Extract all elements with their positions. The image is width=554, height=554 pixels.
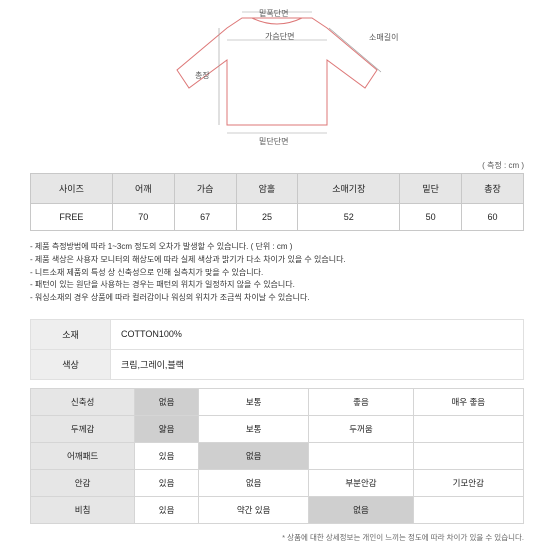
material-value: COTTON100% xyxy=(111,319,524,349)
note-item: - 제품 측정방법에 따라 1~3cm 정도의 오차가 발생할 수 있습니다. … xyxy=(30,241,524,254)
attr-row-label: 안감 xyxy=(31,469,135,496)
label-neck: 밑폭단면 xyxy=(259,8,288,19)
attr-cell: 없음 xyxy=(309,496,413,523)
size-header: 사이즈 xyxy=(31,174,113,204)
size-cell: 50 xyxy=(400,204,462,231)
size-table: 사이즈 어깨 가슴 암홀 소매기장 밑단 총장 FREE 70 67 25 52… xyxy=(30,173,524,231)
size-header: 암홀 xyxy=(236,174,298,204)
attr-cell: 없음 xyxy=(198,442,308,469)
size-cell: 25 xyxy=(236,204,298,231)
attr-row: 두께감얇음보통두꺼움 xyxy=(31,415,524,442)
notes-list: - 제품 측정방법에 따라 1~3cm 정도의 오차가 발생할 수 있습니다. … xyxy=(30,241,524,305)
attr-row-label: 두께감 xyxy=(31,415,135,442)
material-label: 색상 xyxy=(31,349,111,379)
size-header: 가슴 xyxy=(174,174,236,204)
material-table: 소재 COTTON100% 색상 크림,그레이,블랙 xyxy=(30,319,524,380)
attr-cell: 매우 좋음 xyxy=(413,388,523,415)
attr-cell: 기모안감 xyxy=(413,469,523,496)
attr-cell: 두꺼움 xyxy=(309,415,413,442)
attr-cell: 얇음 xyxy=(135,415,199,442)
note-item: - 니트소재 제품의 특성 상 신축성으로 인해 실측치가 맞을 수 있습니다. xyxy=(30,267,524,280)
unit-note: ( 측정 : cm ) xyxy=(30,160,524,171)
note-item: - 패턴이 있는 원단을 사용하는 경우는 패턴의 위치가 일정하지 않을 수 … xyxy=(30,279,524,292)
attr-cell: 보통 xyxy=(198,415,308,442)
attr-row: 어깨패드있음없음 xyxy=(31,442,524,469)
attr-cell: 없음 xyxy=(198,469,308,496)
size-cell: 67 xyxy=(174,204,236,231)
attr-cell xyxy=(309,442,413,469)
size-header-row: 사이즈 어깨 가슴 암홀 소매기장 밑단 총장 xyxy=(31,174,524,204)
footnote: * 상품에 대한 상세정보는 개인이 느끼는 정도에 따라 차이가 있을 수 있… xyxy=(30,532,524,543)
size-data-row: FREE 70 67 25 52 50 60 xyxy=(31,204,524,231)
attr-cell xyxy=(413,496,523,523)
label-sleeve: 소매길이 xyxy=(369,32,398,43)
size-header: 총장 xyxy=(462,174,524,204)
attr-cell: 약간 있음 xyxy=(198,496,308,523)
attr-cell xyxy=(413,415,523,442)
attr-row-label: 비침 xyxy=(31,496,135,523)
attr-cell: 있음 xyxy=(135,496,199,523)
label-hem: 밑단단면 xyxy=(259,136,288,147)
attr-row-label: 신축성 xyxy=(31,388,135,415)
size-header: 어깨 xyxy=(112,174,174,204)
attr-cell: 없음 xyxy=(135,388,199,415)
attr-row: 안감있음없음부분안감기모안감 xyxy=(31,469,524,496)
size-header: 밑단 xyxy=(400,174,462,204)
label-chest: 가슴단면 xyxy=(265,31,294,42)
attr-cell: 있음 xyxy=(135,469,199,496)
attribute-table: 신축성없음보통좋음매우 좋음두께감얇음보통두꺼움어깨패드있음없음안감있음없음부분… xyxy=(30,388,524,524)
attr-cell: 보통 xyxy=(198,388,308,415)
size-cell: 52 xyxy=(298,204,400,231)
attr-row-label: 어깨패드 xyxy=(31,442,135,469)
attr-cell: 있음 xyxy=(135,442,199,469)
material-value: 크림,그레이,블랙 xyxy=(111,349,524,379)
label-length: 총장 xyxy=(195,70,210,81)
attr-row: 신축성없음보통좋음매우 좋음 xyxy=(31,388,524,415)
garment-diagram: 밑폭단면 가슴단면 소매길이 총장 밑단단면 xyxy=(147,10,407,150)
size-cell: FREE xyxy=(31,204,113,231)
note-item: - 워싱소재의 경우 상품에 따라 컬러감이나 워싱의 위치가 조금씩 차이날 … xyxy=(30,292,524,305)
attr-cell: 부분안감 xyxy=(309,469,413,496)
material-row: 소재 COTTON100% xyxy=(31,319,524,349)
material-row: 색상 크림,그레이,블랙 xyxy=(31,349,524,379)
attr-cell: 좋음 xyxy=(309,388,413,415)
material-label: 소재 xyxy=(31,319,111,349)
attr-row: 비침있음약간 있음없음 xyxy=(31,496,524,523)
size-cell: 70 xyxy=(112,204,174,231)
note-item: - 제품 색상은 사용자 모니터의 해상도에 따라 실제 색상과 밝기가 다소 … xyxy=(30,254,524,267)
attr-cell xyxy=(413,442,523,469)
size-cell: 60 xyxy=(462,204,524,231)
size-header: 소매기장 xyxy=(298,174,400,204)
